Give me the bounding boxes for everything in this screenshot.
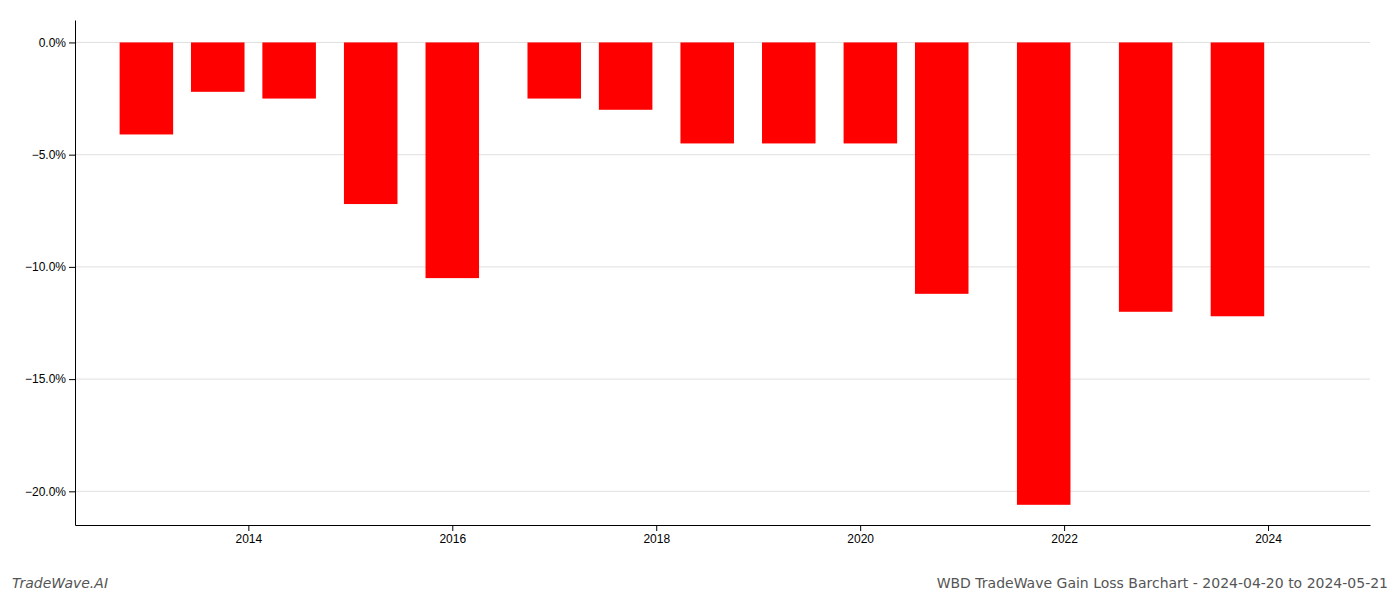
y-axis-line	[75, 21, 76, 526]
bar	[1017, 42, 1071, 504]
grid-line	[75, 266, 1370, 267]
bar	[344, 42, 398, 204]
y-tick: 0.0%	[39, 36, 75, 50]
bar	[426, 42, 480, 278]
bar	[1211, 42, 1265, 316]
watermark: TradeWave.AI	[12, 575, 108, 591]
y-tick-label: 0.0%	[39, 36, 67, 50]
x-tick-label: 2024	[1255, 532, 1282, 546]
grid	[75, 42, 1370, 491]
bar	[762, 42, 816, 143]
y-tick-mark	[69, 42, 75, 43]
x-tick-mark	[1064, 525, 1065, 531]
y-tick-mark	[69, 379, 75, 380]
x-tick: 2016	[439, 525, 466, 546]
y-tick: −5.0%	[32, 148, 75, 162]
x-tick: 2014	[235, 525, 262, 546]
bar	[527, 42, 581, 98]
x-axis-line	[76, 525, 1371, 526]
y-tick-label: −10.0%	[25, 260, 66, 274]
y-tick-mark	[69, 267, 75, 268]
title: WBD TradeWave Gain Loss Barchart - 2024-…	[937, 575, 1388, 591]
x-tick: 2022	[1051, 525, 1078, 546]
x-tick-label: 2014	[235, 532, 262, 546]
x-tick-label: 2016	[439, 532, 466, 546]
x-tick: 2024	[1255, 525, 1282, 546]
chart: 0.0%−5.0%−10.0%−15.0%−20.0%2014201620182…	[0, 0, 1400, 600]
y-tick-mark	[69, 155, 75, 156]
plot: 0.0%−5.0%−10.0%−15.0%−20.0%2014201620182…	[25, 21, 1371, 546]
x-tick-mark	[860, 525, 861, 531]
bar	[599, 42, 653, 109]
y-tick: −10.0%	[25, 260, 75, 274]
y-tick-label: −5.0%	[32, 148, 67, 162]
bars	[120, 42, 1265, 504]
x-tick-mark	[452, 525, 453, 531]
x-tick-label: 2018	[643, 532, 670, 546]
bar	[1119, 42, 1173, 311]
x-axis: 2014 2016 2018 2020 2022 2024	[76, 525, 1371, 546]
bar	[844, 42, 898, 143]
x-tick-mark	[1268, 525, 1269, 531]
x-tick: 2020	[847, 525, 874, 546]
x-tick-label: 2022	[1051, 532, 1078, 546]
bar	[262, 42, 316, 98]
x-tick-label: 2020	[847, 532, 874, 546]
bar	[120, 42, 174, 134]
bar	[191, 42, 245, 91]
y-tick-label: −15.0%	[25, 372, 66, 386]
x-tick: 2018	[643, 525, 670, 546]
grid-line	[75, 379, 1370, 380]
y-axis: 0.0% −5.0% −10.0% −15.0% −20.0%	[25, 21, 76, 526]
y-tick: −20.0%	[25, 485, 75, 499]
y-tick: −15.0%	[25, 372, 75, 386]
x-tick-mark	[656, 525, 657, 531]
bar	[680, 42, 734, 143]
y-tick-mark	[69, 491, 75, 492]
bar	[915, 42, 969, 293]
grid-line	[75, 154, 1370, 155]
y-tick-label: −20.0%	[25, 485, 66, 499]
x-tick-mark	[248, 525, 249, 531]
grid-line	[75, 491, 1370, 492]
